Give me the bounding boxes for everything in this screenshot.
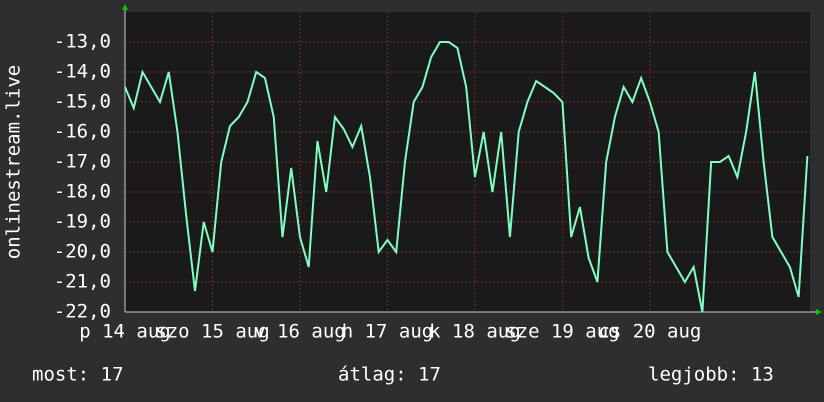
y-tick-label: -20,0 [54, 241, 111, 263]
y-tick-label: -13,0 [54, 31, 111, 53]
x-tick-label: cs 20 aug [598, 321, 701, 343]
y-tick-label: -19,0 [54, 211, 111, 233]
x-tick-label: v 16 aug [254, 321, 346, 343]
x-tick-label: h 17 aug [342, 321, 434, 343]
footer-stat: legjobb: 13 [648, 364, 774, 386]
y-tick-label: -17,0 [54, 151, 111, 173]
plot-area [125, 12, 810, 312]
y-tick-label: -16,0 [54, 121, 111, 143]
y-axis-label: onlinestream.live [3, 65, 25, 259]
y-tick-label: -14,0 [54, 61, 111, 83]
y-tick-label: -21,0 [54, 271, 111, 293]
y-tick-label: -15,0 [54, 91, 111, 113]
y-tick-label: -22,0 [54, 301, 111, 323]
axis-arrow [816, 309, 822, 315]
x-tick-label: sze 19 aug [505, 321, 619, 343]
x-tick-label: p 14 aug [79, 321, 171, 343]
x-tick-label: k 18 aug [429, 321, 521, 343]
footer-stat: most: 17 [32, 364, 124, 386]
x-tick-label: szo 15 aug [155, 321, 269, 343]
y-tick-label: -18,0 [54, 181, 111, 203]
axis-arrow [122, 4, 128, 10]
data-line [124, 41, 809, 313]
footer-stat: átlag: 17 [338, 364, 441, 386]
